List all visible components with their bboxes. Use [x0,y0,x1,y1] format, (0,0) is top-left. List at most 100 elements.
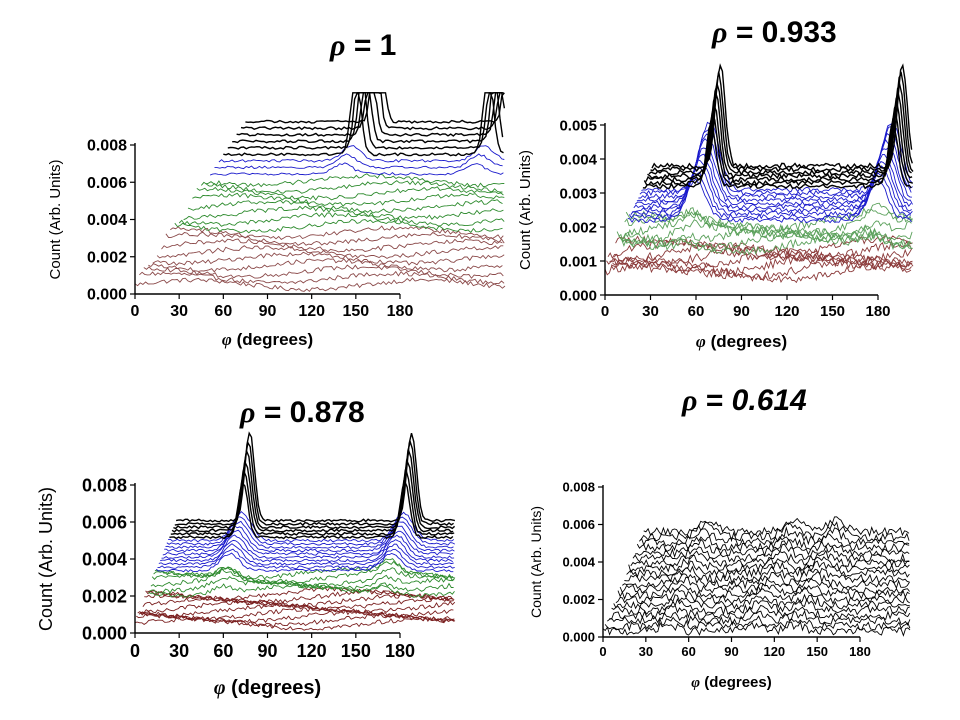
x-tick-label: 0 [130,641,140,661]
x-axis-label: φ (degrees) [696,332,787,351]
x-tick-label: 150 [341,641,371,661]
trace-line [639,126,913,196]
trace-line [642,121,912,190]
trace-line [628,171,912,220]
x-axis-label: φ (degrees) [222,330,313,349]
rho-symbol: ρ [239,396,255,429]
trace-line [168,510,455,543]
x-tick-label: 30 [170,303,188,320]
rho-number: 0.614 [732,384,807,417]
trace-line [170,225,504,240]
trace-line [139,270,505,285]
trace-line [214,153,503,170]
trace-line [651,63,913,170]
rho-symbol: ρ [711,16,727,49]
x-tick-label: 90 [259,303,277,320]
y-tick-label: 0.002 [87,249,127,266]
trace-line [625,202,913,238]
x-tick-label: 180 [385,641,415,661]
y-tick-label: 0.000 [559,287,597,304]
trace-line [643,109,914,187]
x-tick-label: 150 [820,303,845,320]
trace-line [152,251,505,266]
y-tick-label: 0.006 [82,512,127,532]
rho-number: 1 [380,29,397,62]
trace-line [621,219,913,248]
trace-line [632,543,910,563]
x-tick-label: 90 [733,303,750,320]
trace-line [142,596,454,612]
x-tick-label: 150 [342,303,369,320]
rho-value: = [736,16,762,49]
y-tick-label: 0.003 [559,185,597,202]
trace-line [187,199,503,214]
trace-line [209,162,504,176]
trace-line [166,516,456,546]
axes: 0 30 60 90 120 150 180 0.000 0.002 0.004 0.006 0.00… [562,480,870,659]
trace-line [162,529,454,556]
x-axis-label-text: (degrees) [711,332,788,351]
phi-symbol: φ [222,330,232,349]
panel-rho-0933: ρ = 0.933 0 30 60 90 120 150 180 0.000 0.001 0.00… [517,16,914,351]
trace-line [619,576,910,594]
y-tick-label: 0.002 [82,586,127,606]
trace-line [611,598,910,616]
x-axis-label-text: (degrees) [231,677,321,699]
trace-line [134,277,506,293]
x-axis-label: φ (degrees) [214,677,321,699]
rho-value: = [264,396,290,429]
trace-line [638,132,912,200]
rho-symbol: ρ [681,384,697,417]
trace-line [149,576,454,594]
panel-rho-0614: ρ = 0.614 0 30 60 90 120 150 180 0.000 0.002 0.00… [528,384,911,691]
trace-line [218,145,505,163]
y-tick-label: 0.008 [82,475,127,495]
panel-rho-1: ρ = 1 0 30 60 90 120 150 180 0.000 0.002 0.004 0.0… [47,29,506,349]
x-tick-label: 150 [806,644,828,659]
plot-area [134,431,456,631]
x-tick-label: 180 [865,303,890,320]
x-tick-label: 60 [688,303,705,320]
y-tick-label: 0.008 [562,480,595,495]
trace-line [648,81,914,176]
phi-symbol: φ [696,332,706,351]
y-tick-label: 0.005 [559,117,597,134]
trace-line [157,548,455,569]
panel-title: ρ = 1 [329,29,396,62]
trace-line [641,521,910,543]
y-tick-label: 0.004 [562,555,595,570]
trace-line [175,431,456,523]
trace-line [615,588,910,605]
plot-area [134,92,506,293]
y-tick-label: 0.004 [559,151,597,168]
trace-line [628,554,910,574]
trace-line [144,593,454,608]
y-axis-label: Count (Arb. Units) [36,487,56,631]
panel-title: ρ = 0.614 [681,384,807,417]
panel-rho-0878: ρ = 0.878 0 30 60 90 120 150 180 0.000 0.002 0.00… [36,396,456,699]
x-tick-label: 30 [169,641,189,661]
trace-line [643,516,910,538]
trace-line [165,231,505,246]
trace-line [630,549,910,568]
trace-line [223,92,504,157]
x-tick-label: 120 [774,303,799,320]
trace-line [639,526,910,547]
x-axis-label: φ (degrees) [691,674,771,691]
x-tick-label: 180 [849,644,871,659]
x-tick-label: 0 [131,303,140,320]
trace-line [635,538,910,558]
trace-line [609,604,911,621]
trace-line [160,539,453,563]
x-tick-label: 90 [724,644,738,659]
y-axis-label: Count (Arb. Units) [517,150,534,270]
trace-line [161,534,455,560]
trace-line [156,245,504,259]
trace-line [161,238,503,253]
trace-line [606,254,913,281]
trace-line [174,218,503,234]
trace-line [245,92,505,124]
trace-line [192,192,505,207]
trace-line [615,234,913,260]
trace-line [622,211,912,244]
